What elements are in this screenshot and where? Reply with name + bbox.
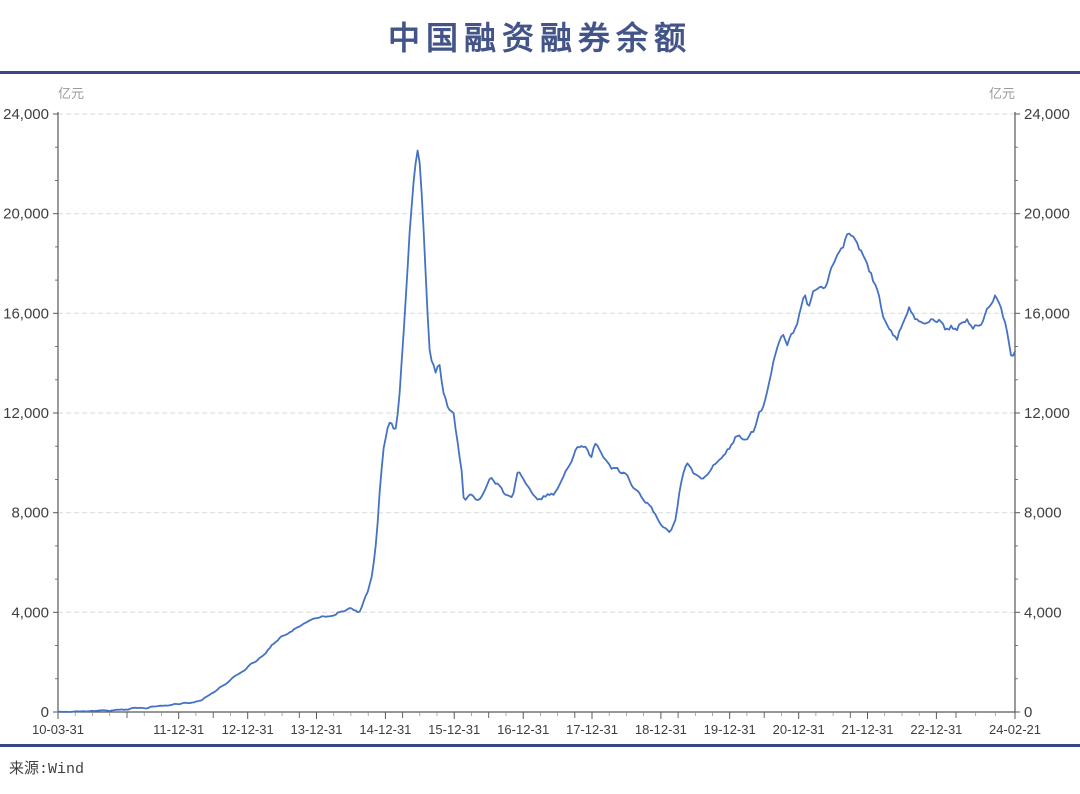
svg-text:亿元: 亿元: [58, 86, 84, 101]
svg-text:亿元: 亿元: [989, 86, 1015, 101]
svg-text:17-12-31: 17-12-31: [566, 722, 618, 737]
svg-text:12-12-31: 12-12-31: [222, 722, 274, 737]
svg-text:19-12-31: 19-12-31: [704, 722, 756, 737]
svg-text:0: 0: [1024, 704, 1032, 721]
svg-text:20-12-31: 20-12-31: [773, 722, 825, 737]
svg-text:8,000: 8,000: [11, 505, 49, 522]
svg-text:13-12-31: 13-12-31: [290, 722, 342, 737]
svg-text:10-03-31: 10-03-31: [32, 722, 84, 737]
svg-text:14-12-31: 14-12-31: [359, 722, 411, 737]
svg-text:24,000: 24,000: [1024, 106, 1070, 123]
svg-text:12,000: 12,000: [3, 405, 49, 422]
svg-text:18-12-31: 18-12-31: [635, 722, 687, 737]
svg-text:11-12-31: 11-12-31: [153, 722, 204, 737]
svg-text:24,000: 24,000: [3, 106, 49, 123]
svg-text:0: 0: [41, 704, 49, 721]
svg-text:16,000: 16,000: [3, 305, 49, 322]
svg-text:20,000: 20,000: [1024, 206, 1070, 223]
svg-text:15-12-31: 15-12-31: [428, 722, 480, 737]
svg-text:4,000: 4,000: [11, 604, 49, 621]
svg-text:8,000: 8,000: [1024, 505, 1062, 522]
svg-text:22-12-31: 22-12-31: [910, 722, 962, 737]
svg-text:16,000: 16,000: [1024, 305, 1070, 322]
svg-text:21-12-31: 21-12-31: [841, 722, 893, 737]
svg-text:16-12-31: 16-12-31: [497, 722, 549, 737]
svg-text:24-02-21: 24-02-21: [989, 722, 1041, 737]
svg-text:20,000: 20,000: [3, 206, 49, 223]
svg-text:4,000: 4,000: [1024, 604, 1062, 621]
svg-text:12,000: 12,000: [1024, 405, 1070, 422]
